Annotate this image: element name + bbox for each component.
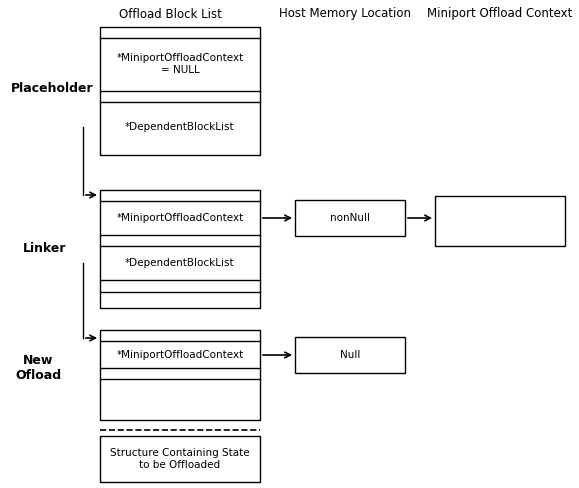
Text: Structure Containing State
to be Offloaded: Structure Containing State to be Offload… [110,448,250,470]
Bar [295,200,405,236]
Text: nonNull: nonNull [330,213,370,223]
Text: *MiniportOffloadContext: *MiniportOffloadContext [116,213,244,223]
Text: *DependentBlockList: *DependentBlockList [125,258,235,268]
Bar [100,27,260,155]
Text: *DependentBlockList: *DependentBlockList [125,122,235,132]
Text: Miniport Offload Context: Miniport Offload Context [427,7,573,20]
Text: Null: Null [340,350,360,360]
Bar [100,190,260,308]
Bar [100,330,260,420]
Text: New
Ofload: New Ofload [15,354,61,382]
Bar [295,337,405,373]
Bar [435,196,565,246]
Text: Linker: Linker [23,242,67,255]
Text: *MiniportOffloadContext
= NULL: *MiniportOffloadContext = NULL [116,53,244,75]
Text: *MiniportOffloadContext: *MiniportOffloadContext [116,350,244,360]
Text: Host Memory Location: Host Memory Location [279,7,411,20]
Text: Placeholder: Placeholder [10,81,93,95]
Bar [100,436,260,482]
Text: Offload Block List: Offload Block List [119,7,221,20]
